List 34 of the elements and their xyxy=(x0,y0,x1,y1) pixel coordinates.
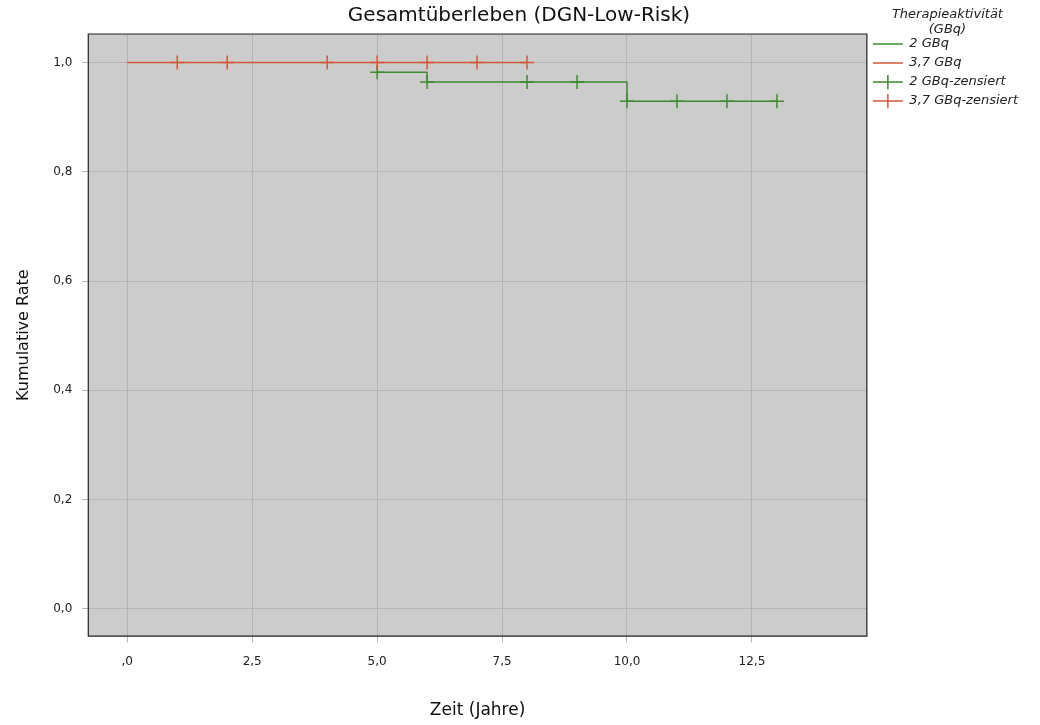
point xyxy=(419,74,435,90)
y-tick-label: 0,0 xyxy=(53,601,73,615)
y-tick-label: 0,4 xyxy=(53,382,73,397)
point xyxy=(469,54,485,71)
y-tick-label: 0,8 xyxy=(53,163,73,178)
point xyxy=(569,74,585,90)
legend-label: 3,7 GBq-zensiert xyxy=(909,92,1019,108)
point xyxy=(519,74,535,90)
chart-title: Gesamtüberleben (DGN-Low-Risk) xyxy=(347,2,691,27)
legend-label: 2 GBq xyxy=(909,35,950,51)
point xyxy=(419,54,435,71)
legend-label: 3,7 GBq xyxy=(909,54,962,70)
x-tick-label: ,0 xyxy=(121,653,133,668)
point xyxy=(169,54,185,71)
point xyxy=(769,93,785,109)
point xyxy=(369,54,385,71)
x-tick-label: 5,0 xyxy=(367,653,387,668)
y-tick-label: 0,6 xyxy=(53,273,73,288)
x-tick-label: 10,0 xyxy=(613,653,641,668)
point xyxy=(619,93,635,109)
legend-label: 2 GBq-zensiert xyxy=(909,73,1007,89)
legend-title: Therapieaktivität (GBq) xyxy=(891,5,1004,37)
x-axis-title: Zeit (Jahre) xyxy=(429,699,526,720)
x-tick-label: 12,5 xyxy=(738,653,766,668)
point xyxy=(319,54,335,71)
point xyxy=(669,93,685,109)
x-tick-label: 7,5 xyxy=(492,653,512,668)
point xyxy=(719,93,735,109)
x-tick-label: 2,5 xyxy=(242,653,262,668)
point xyxy=(519,54,535,71)
y-axis-title: Kumulative Rate xyxy=(12,269,32,401)
y-tick-label: 1,0 xyxy=(53,54,73,69)
y-tick-label: 0,2 xyxy=(53,491,73,506)
point xyxy=(219,54,235,71)
